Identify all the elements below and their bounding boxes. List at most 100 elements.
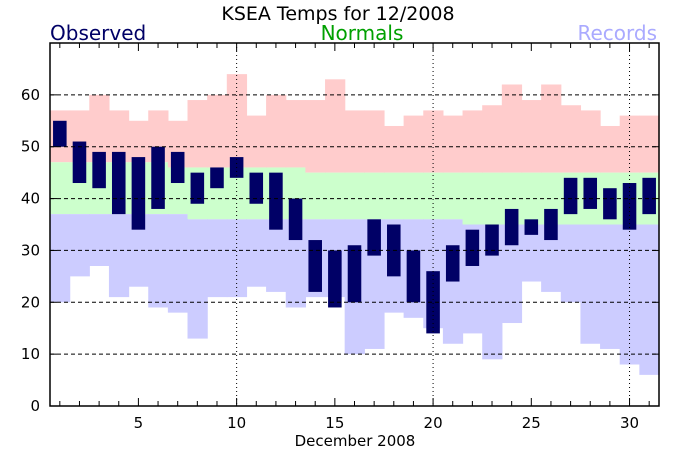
record-high-band [541, 84, 562, 173]
observed-bar [504, 208, 519, 246]
normal-band [383, 172, 405, 220]
observed-bar [288, 198, 303, 241]
record-high-band [462, 110, 483, 173]
observed-bar [328, 250, 342, 308]
record-high-band [521, 100, 542, 173]
record-high-band [344, 110, 365, 173]
record-low-band [521, 224, 542, 282]
record-low-band [600, 224, 621, 349]
record-high-band [89, 94, 110, 163]
y-tick-label: 50 [21, 138, 40, 156]
record-high-band [305, 100, 326, 173]
record-low-band [580, 224, 601, 344]
record-high-band [128, 120, 149, 163]
observed-bar [406, 250, 421, 303]
record-high-band [266, 94, 287, 168]
y-tick-label: 20 [21, 293, 40, 311]
record-high-band [383, 125, 405, 173]
normal-band [226, 167, 248, 220]
record-low-band [148, 214, 169, 308]
x-tick-label: 30 [620, 414, 639, 432]
observed-bar [367, 219, 381, 256]
record-high-band [423, 110, 444, 173]
record-low-band [89, 214, 110, 266]
observed-bar [544, 208, 558, 241]
grid-layer [50, 43, 659, 406]
x-tick-label: 5 [134, 414, 144, 432]
y-tick-label: 40 [21, 190, 40, 208]
record-high-band [600, 125, 621, 173]
observed-bar [583, 177, 598, 209]
observed-bar [131, 157, 146, 230]
record-low-band [639, 224, 660, 375]
record-high-band [108, 110, 130, 163]
record-low-band [501, 224, 523, 324]
normal-band [344, 172, 365, 220]
record-high-band [207, 94, 228, 168]
observed-bar [622, 183, 637, 230]
x-tick-label: 20 [424, 414, 443, 432]
observed-bar [210, 167, 224, 189]
record-high-band [482, 105, 503, 173]
normal-band [325, 172, 346, 220]
record-low-band [128, 214, 149, 287]
record-low-band [266, 219, 287, 292]
observed-bar [92, 151, 106, 189]
observed-bar [485, 224, 499, 256]
record-low-band [541, 224, 562, 292]
observed-bar [72, 141, 87, 184]
legend-records: Records [577, 21, 657, 45]
record-low-band [226, 219, 248, 298]
record-high-band [560, 105, 582, 173]
observed-bar [347, 245, 362, 303]
record-low-band [167, 214, 189, 313]
y-tick-label: 10 [21, 345, 40, 363]
record-low-band [285, 219, 306, 308]
normal-band [305, 172, 326, 220]
record-high-band [246, 115, 267, 168]
observed-bar [249, 172, 264, 204]
record-low-band [619, 224, 640, 365]
record-low-band [69, 214, 90, 277]
ticks-layer: 0 10 20 30 40 50 60 5 10 15 20 25 30 [21, 43, 659, 432]
record-high-band [580, 110, 601, 173]
y-tick-label: 0 [30, 397, 40, 415]
observed-bar [524, 219, 539, 235]
record-high-band [364, 110, 385, 173]
normal-band [50, 162, 71, 215]
legend-normals: Normals [321, 21, 404, 45]
record-low-band [108, 214, 130, 298]
chart-title: KSEA Temps for 12/2008 [221, 3, 454, 25]
record-high-band [226, 74, 248, 168]
record-low-band [246, 219, 267, 287]
observed-bar [426, 271, 440, 334]
record-high-band [403, 115, 424, 173]
record-high-band [285, 100, 306, 168]
y-tick-label: 60 [21, 86, 40, 104]
y-tick-label: 30 [21, 241, 40, 259]
observed-bar [190, 172, 205, 204]
record-high-band [442, 115, 464, 173]
x-tick-label: 15 [325, 414, 344, 432]
record-low-band [207, 219, 228, 298]
observed-bar [465, 229, 480, 266]
observed-bar [563, 177, 578, 215]
record-high-band [639, 115, 660, 173]
legend-observed: Observed [50, 21, 146, 45]
observed-bar [603, 188, 617, 220]
observed-bar [151, 146, 165, 209]
record-low-band [187, 219, 208, 339]
x-tick-label: 25 [522, 414, 541, 432]
record-high-band [619, 115, 640, 173]
record-low-band [560, 224, 582, 303]
observed-bar [170, 151, 185, 184]
observed-bar [642, 177, 656, 215]
normal-band [521, 172, 542, 225]
record-low-band [482, 224, 503, 360]
normal-band [442, 172, 464, 220]
record-high-band [501, 84, 523, 173]
normal-band [364, 172, 385, 220]
x-tick-label: 10 [227, 414, 246, 432]
